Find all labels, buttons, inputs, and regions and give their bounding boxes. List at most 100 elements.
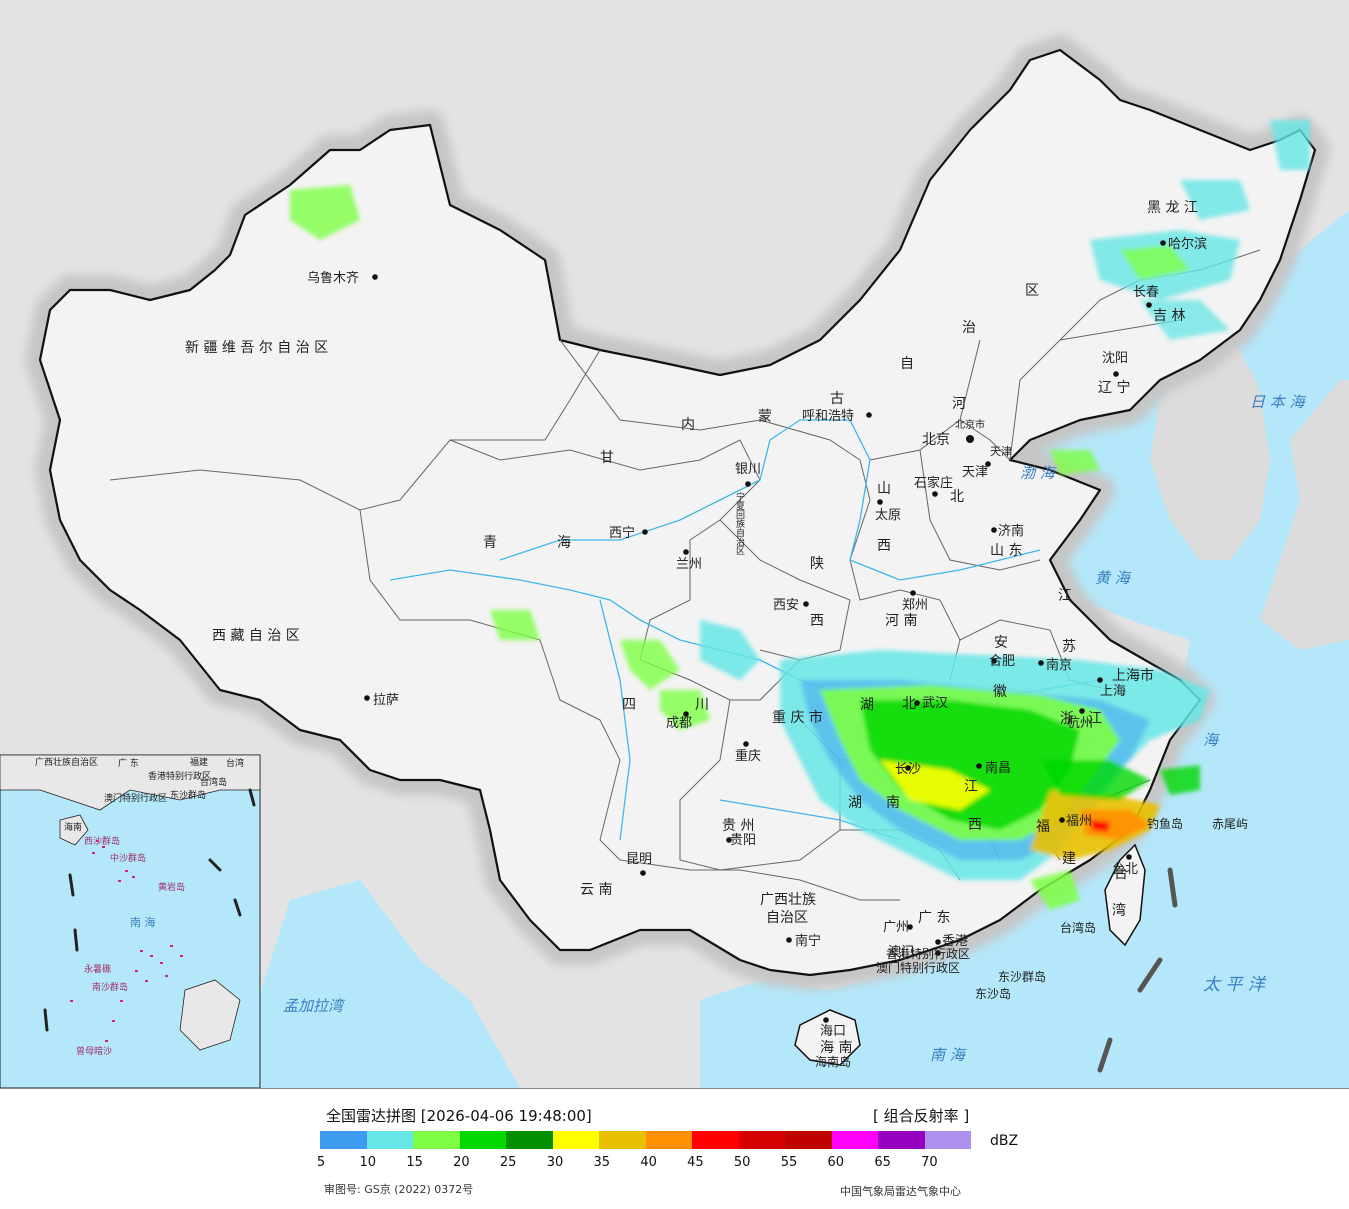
city-hohhot: 呼和浩特 <box>802 409 854 424</box>
city-guangzhou: 广州 <box>883 920 909 935</box>
region-hunan-2: 南 <box>886 795 900 811</box>
legend-tick-label: 40 <box>640 1155 657 1170</box>
region-tibet: 西 藏 自 治 区 <box>212 628 300 644</box>
city-haikou: 海口 <box>820 1024 846 1039</box>
inset-taiwan-island: 台湾岛 <box>200 776 227 788</box>
region-shaanxi-1: 陕 <box>810 556 824 572</box>
city-zhengzhou: 郑州 <box>902 598 928 613</box>
sea-bohai: 渤 海 <box>1020 464 1057 482</box>
city-tianjin: 天津 <box>962 465 988 480</box>
legend-swatch-8 <box>692 1131 739 1149</box>
region-hubei-2: 北 <box>902 696 916 712</box>
city-shijiazhuang: 石家庄 <box>914 475 953 491</box>
region-hunan-1: 湖 <box>848 795 862 811</box>
legend-swatch-13 <box>924 1131 971 1149</box>
legend-tick-label: 10 <box>359 1155 377 1170</box>
japan-land <box>1260 380 1349 650</box>
sea-pacific: 太 平 洋 <box>1203 975 1267 995</box>
region-jiangxi-2: 西 <box>968 817 982 833</box>
legend-swatch-3 <box>459 1131 506 1149</box>
city-chongqing: 重庆 <box>735 748 761 764</box>
city-xian: 西安 <box>773 598 799 613</box>
sea-east: 海 <box>1203 731 1220 749</box>
legend-title: 全国雷达拼图 [2026-04-06 19:48:00] <box>326 1107 592 1125</box>
legend-swatch-6 <box>599 1131 646 1149</box>
region-inner-mongolia-4: 自 <box>900 356 914 372</box>
region-guangxi-2: 自治区 <box>766 910 808 926</box>
region-inner-mongolia-2: 蒙 <box>758 409 772 425</box>
region-anhui-1: 安 <box>994 635 1008 651</box>
region-shanxi-1: 山 <box>877 481 891 497</box>
region-yunnan: 云 南 <box>580 882 612 898</box>
region-qinghai-1: 青 <box>483 535 497 551</box>
city-lhasa: 拉萨 <box>373 693 399 708</box>
legend-color-bar <box>320 1131 971 1149</box>
island-dongsha-islands: 东沙群岛 <box>998 969 1046 984</box>
city-taiyuan: 太原 <box>875 508 901 523</box>
map-canvas: 新 疆 维 吾 尔 自 治 区 西 藏 自 治 区 青 海 甘 内 蒙 古 自 … <box>0 0 1349 1088</box>
region-shaanxi-2: 西 <box>810 613 824 629</box>
region-shanxi-2: 西 <box>877 538 891 554</box>
inset-dongsha: 东沙群岛 <box>170 789 206 801</box>
agency-credit: 中国气象局雷达气象中心 <box>840 1185 961 1198</box>
city-nanchang: 南昌 <box>985 760 1011 776</box>
region-inner-mongolia-3: 古 <box>830 391 844 407</box>
city-fuzhou: 福州 <box>1066 814 1092 829</box>
island-taiwan: 台湾岛 <box>1060 920 1096 935</box>
legend-tick-label: 35 <box>593 1155 611 1170</box>
region-inner-mongolia-6: 区 <box>1025 283 1039 299</box>
city-changsha: 长沙 <box>895 762 921 777</box>
legend-swatch-9 <box>738 1131 785 1149</box>
city-taipei: 台北 <box>1112 862 1138 877</box>
inset-yongshu: 永暑礁 <box>84 963 111 975</box>
region-zhejiang-2: 江 <box>1088 711 1102 727</box>
city-jinan: 济南 <box>998 523 1024 539</box>
inset-taiwan: 台湾 <box>226 757 244 769</box>
city-lanzhou: 兰州 <box>676 557 702 572</box>
region-qinghai-2: 海 <box>557 535 571 551</box>
region-taiwan-1: 台 <box>1114 866 1128 882</box>
island-diaoyu: 钓鱼岛 <box>1147 816 1183 831</box>
legend-ticks: 5 10 15 20 25 30 35 40 45 50 55 60 65 70 <box>0 1155 1349 1175</box>
inset-guangdong: 广 东 <box>118 757 139 769</box>
island-hainan: 海南岛 <box>815 1054 851 1069</box>
city-nanjing: 南京 <box>1046 657 1072 673</box>
inset-xisha: 西沙群岛 <box>84 835 120 847</box>
legend-swatch-7 <box>645 1131 692 1149</box>
island-chiwei: 赤尾屿 <box>1212 817 1248 831</box>
city-guiyang: 贵阳 <box>730 833 756 848</box>
legend-tick-label: 15 <box>406 1155 423 1170</box>
region-macau: 澳门特别行政区 <box>876 960 960 975</box>
legend-tick-label: 30 <box>546 1155 564 1170</box>
city-beijing: 北京 <box>922 432 950 448</box>
region-inner-mongolia-1: 内 <box>681 417 695 433</box>
region-ningxia: 宁夏回族自治区 <box>734 491 745 555</box>
inset-south-sea: 南 海 <box>130 915 156 929</box>
city-chengdu: 成都 <box>666 716 692 731</box>
legend-tick-label: 20 <box>453 1155 470 1170</box>
city-xining: 西宁 <box>609 525 635 541</box>
region-jiangxi-1: 江 <box>964 779 978 795</box>
legend-tick-label: 25 <box>499 1155 517 1170</box>
region-henan: 河 南 <box>885 613 917 629</box>
map-approval-number: 审图号: GS京 (2022) 0372号 <box>324 1183 474 1196</box>
legend-panel: 全国雷达拼图 [2026-04-06 19:48:00] [ 组合反射率 ] d… <box>0 1088 1349 1209</box>
region-tianjin: 天津 <box>990 445 1012 458</box>
legend-swatch-1 <box>366 1131 413 1149</box>
region-jiangsu-2: 苏 <box>1062 639 1076 655</box>
city-yinchuan: 银川 <box>735 462 761 477</box>
inset-hainan: 海南 <box>64 821 82 833</box>
city-wuhan: 武汉 <box>922 696 948 711</box>
region-hebei-1: 河 <box>952 396 966 412</box>
legend-swatch-2 <box>413 1131 460 1149</box>
city-nanning: 南宁 <box>795 933 821 949</box>
region-fujian-1: 福 <box>1036 819 1050 835</box>
region-anhui-2: 徽 <box>993 684 1007 700</box>
legend-product: [ 组合反射率 ] <box>873 1107 970 1125</box>
island-dongsha: 东沙岛 <box>975 986 1011 1001</box>
legend-tick-label: 65 <box>874 1155 891 1170</box>
region-sichuan-2: 川 <box>695 697 709 713</box>
inset-fujian: 福建 <box>190 756 208 768</box>
region-guangxi-1: 广西壮族 <box>760 892 816 908</box>
